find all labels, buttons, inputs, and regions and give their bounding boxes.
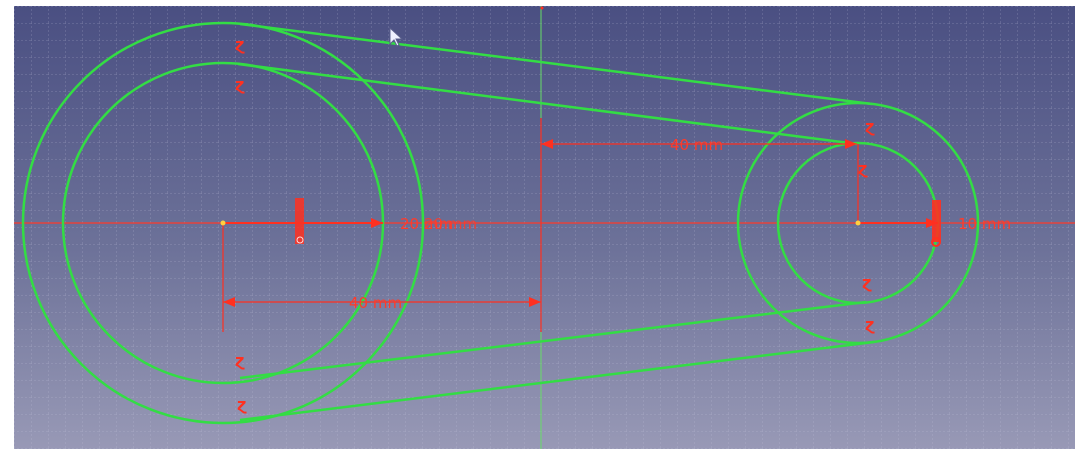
left-radius-overlap-label: 20 mm [424,215,477,233]
right-origin-marker-icon [931,200,941,247]
tangent-icon: ɀ [235,351,245,370]
belt-lower-inner-line[interactable] [239,300,867,380]
left-radius-label: 20 mm [400,215,453,233]
tangent-icon: ɀ [858,159,868,178]
left-center-marker-icon [295,198,304,244]
dimension-upper-distance[interactable]: 40 mm [540,118,859,223]
mouse-cursor-icon [389,26,404,47]
horizontal-distance-label: 40 mm [349,294,402,312]
belt-upper-outer-line[interactable] [239,22,873,106]
tangent-icon: ɀ [235,35,245,54]
left-center-point[interactable] [220,220,226,226]
dimension-right-radius[interactable]: 10 mm [858,215,1011,233]
tangent-icon: ɀ [237,395,247,414]
tangent-icon: ɀ [865,315,875,334]
dimension-horizontal-distance[interactable]: 40 mm [222,223,542,332]
upper-distance-label: 40 mm [670,136,723,154]
tangent-icons: ɀ ɀ ɀ ɀ ɀ ɀ ɀ ɀ [235,35,875,414]
sketch-viewport[interactable]: 40 mm 40 mm 20 mm 20 mm 10 mm [14,6,1075,449]
left-outer-circle[interactable] [21,21,425,425]
right-radius-label: 10 mm [958,215,1011,233]
right-center-point[interactable] [855,220,861,226]
sketch-grid [14,6,1075,449]
tangent-icon: ɀ [865,117,875,136]
belt-upper-inner-line[interactable] [237,62,858,146]
dimension-left-radius[interactable]: 20 mm 20 mm [223,215,477,233]
origin-dot [540,6,544,10]
tangent-icon: ɀ [862,273,872,292]
tangent-icon: ɀ [235,75,245,94]
sketch-canvas[interactable]: 40 mm 40 mm 20 mm 20 mm 10 mm [14,6,1075,449]
belt-lower-outer-line[interactable] [239,340,875,422]
